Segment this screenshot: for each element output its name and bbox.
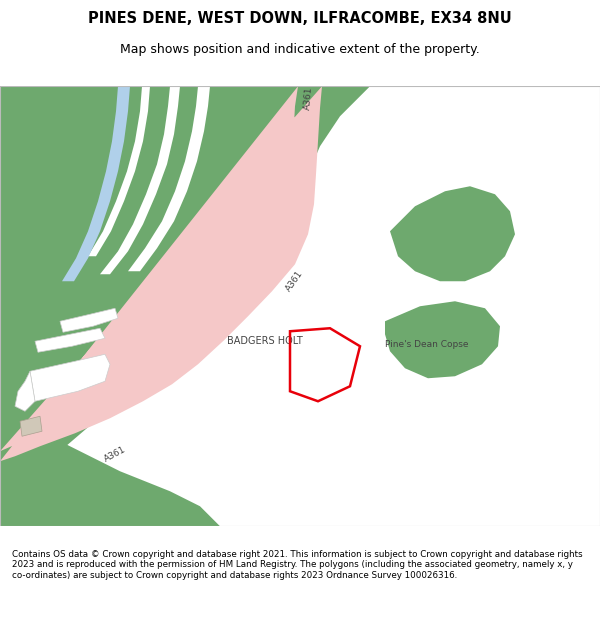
Polygon shape	[30, 354, 110, 401]
Text: BADGERS HOLT: BADGERS HOLT	[227, 336, 303, 346]
Polygon shape	[100, 86, 180, 274]
Text: Pine's Dean Copse: Pine's Dean Copse	[385, 340, 469, 349]
Text: PINES DENE, WEST DOWN, ILFRACOMBE, EX34 8NU: PINES DENE, WEST DOWN, ILFRACOMBE, EX34 …	[88, 11, 512, 26]
Polygon shape	[20, 416, 42, 436]
Polygon shape	[390, 186, 515, 281]
Polygon shape	[62, 86, 130, 281]
Polygon shape	[88, 86, 150, 256]
Polygon shape	[15, 371, 35, 411]
Polygon shape	[0, 416, 220, 526]
Polygon shape	[0, 86, 322, 461]
Polygon shape	[128, 86, 210, 271]
Polygon shape	[35, 328, 105, 352]
Text: Map shows position and indicative extent of the property.: Map shows position and indicative extent…	[120, 42, 480, 56]
Polygon shape	[385, 301, 500, 378]
Polygon shape	[60, 308, 118, 332]
Polygon shape	[0, 86, 370, 506]
Text: A361: A361	[284, 269, 305, 293]
Text: A361: A361	[103, 445, 127, 464]
Text: Contains OS data © Crown copyright and database right 2021. This information is : Contains OS data © Crown copyright and d…	[12, 550, 583, 580]
Text: A361: A361	[302, 86, 314, 110]
